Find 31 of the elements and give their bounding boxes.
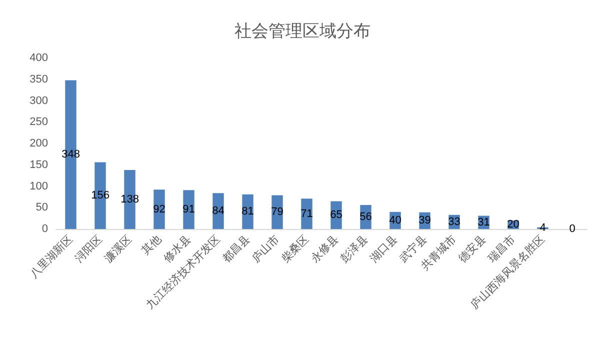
data-label: 39 bbox=[418, 214, 431, 227]
y-tick-label: 400 bbox=[30, 52, 48, 64]
bar bbox=[183, 190, 194, 229]
data-label: 71 bbox=[300, 208, 313, 220]
data-label: 20 bbox=[507, 218, 520, 231]
data-label: 56 bbox=[360, 211, 372, 224]
bar bbox=[154, 190, 165, 229]
y-tick-label: 300 bbox=[30, 94, 48, 107]
y-tick-label: 150 bbox=[30, 158, 48, 171]
y-tick-label: 0 bbox=[42, 223, 48, 235]
data-label: 81 bbox=[242, 206, 254, 218]
data-label: 84 bbox=[212, 205, 224, 218]
y-tick-label: 200 bbox=[30, 138, 48, 150]
bar bbox=[242, 194, 254, 229]
data-label: 92 bbox=[153, 203, 166, 216]
y-tick-label: 100 bbox=[30, 180, 48, 192]
y-tick-label: 350 bbox=[30, 73, 48, 86]
chart-title: 社会管理区域分布 bbox=[234, 22, 370, 42]
bar bbox=[301, 198, 312, 229]
bar bbox=[212, 193, 224, 229]
data-label: 65 bbox=[330, 209, 342, 222]
x-tick-label: 其他 bbox=[139, 232, 164, 258]
x-tick-label: 德安县 bbox=[456, 232, 488, 265]
data-label: 0 bbox=[569, 223, 576, 235]
y-tick-label: 50 bbox=[36, 202, 48, 214]
y-tick-label: 250 bbox=[30, 116, 48, 128]
bar bbox=[272, 195, 283, 229]
data-label: 33 bbox=[448, 216, 460, 228]
data-label: 79 bbox=[271, 206, 284, 218]
data-label: 31 bbox=[478, 216, 490, 228]
data-label: 91 bbox=[182, 204, 195, 216]
